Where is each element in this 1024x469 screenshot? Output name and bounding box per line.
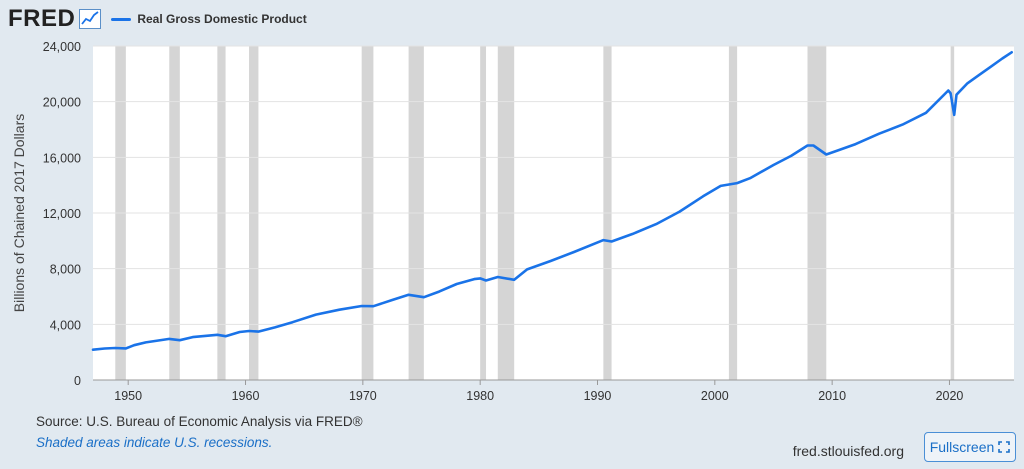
trend-line-icon [79, 9, 102, 29]
fullscreen-button[interactable]: Fullscreen [924, 432, 1016, 462]
fullscreen-label: Fullscreen [929, 439, 995, 455]
y-tick-label: 12,000 [43, 207, 81, 221]
y-tick-label: 0 [74, 374, 81, 388]
y-tick-label: 4,000 [50, 318, 81, 332]
x-tick-label: 1980 [466, 389, 494, 403]
y-tick-label: 20,000 [43, 96, 81, 110]
recession-note: Shaded areas indicate U.S. recessions. [36, 435, 273, 450]
x-tick-label: 1970 [349, 389, 377, 403]
fred-logo[interactable]: FRED [8, 5, 76, 32]
legend-label[interactable]: Real Gross Domestic Product [137, 12, 307, 26]
x-tick-label: 1960 [232, 389, 260, 403]
series-line [91, 50, 1014, 352]
x-tick-label: 2010 [818, 389, 846, 403]
x-tick-label: 1990 [584, 389, 612, 403]
y-tick-label: 16,000 [43, 151, 81, 165]
header: FRED Real Gross Domestic Product [8, 4, 307, 34]
x-tick-label: 2000 [701, 389, 729, 403]
y-axis-label: Billions of Chained 2017 Dollars [11, 114, 27, 312]
legend: Real Gross Domestic Product [111, 12, 307, 26]
y-tick-label: 24,000 [43, 40, 81, 54]
site-link[interactable]: fred.stlouisfed.org [792, 443, 904, 459]
x-tick-label: 1950 [114, 389, 142, 403]
expand-icon [998, 441, 1011, 453]
legend-swatch [111, 17, 132, 21]
source-text: Source: U.S. Bureau of Economic Analysis… [36, 414, 363, 429]
y-tick-label: 8,000 [50, 263, 81, 277]
x-tick-label: 2020 [936, 389, 964, 403]
